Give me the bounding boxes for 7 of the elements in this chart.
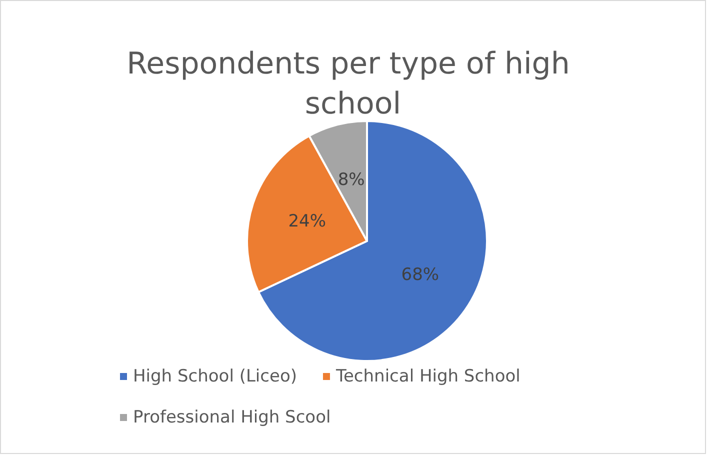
data-label: 68%: [401, 264, 440, 285]
data-label: 8%: [338, 170, 365, 190]
chart-title: Respondents per type of high school: [126, 46, 580, 122]
legend-label: Professional High Scool: [133, 408, 331, 428]
legend-label: High School (Liceo): [133, 366, 297, 386]
legend-label: Technical High School: [334, 366, 520, 386]
data-label: 24%: [288, 212, 326, 232]
